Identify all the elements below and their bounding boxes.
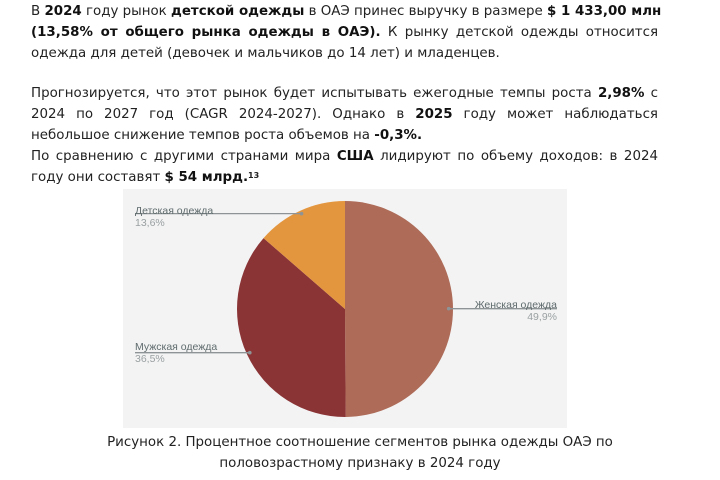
- text: году рынок: [81, 4, 172, 19]
- paragraph-line: По сравнению с другими странами мира США…: [31, 146, 658, 167]
- year-2025: 2025: [415, 107, 453, 122]
- growth-rate-value: 2,98%: [597, 86, 645, 101]
- label-name: Детская одежда: [135, 205, 214, 217]
- usa-revenue-value: $ 54 млрд.: [164, 170, 249, 185]
- text: По сравнению с другими странами мира: [31, 149, 337, 164]
- label-name: Мужская одежда: [135, 341, 218, 353]
- text: лидируют по объему доходов: в 2024: [373, 149, 659, 164]
- text: в ОАЭ принес выручку в размере: [304, 4, 547, 19]
- text: Прогнозируется, что этот рынок будет исп…: [31, 86, 598, 101]
- label-men: Мужская одежда 36,5%: [135, 341, 217, 365]
- pie-chart-svg: [135, 201, 557, 417]
- footnote-ref[interactable]: 13: [248, 171, 260, 180]
- leader-dot: [247, 350, 252, 355]
- paragraph-line: одежда для детей (девочек и мальчиков до…: [31, 46, 500, 61]
- decline-value: -0,3%.: [374, 128, 423, 143]
- leader-dot: [299, 211, 304, 216]
- paragraph-line: Прогнозируется, что этот рынок будет исп…: [31, 83, 658, 104]
- pie-slice-1: [237, 238, 346, 417]
- text: году они составят: [31, 170, 165, 185]
- label-value: 13,6%: [135, 217, 165, 229]
- year-2024: 2024: [44, 4, 82, 19]
- kids-clothing-term: детской одежды: [171, 4, 305, 19]
- leader-dot: [446, 306, 451, 311]
- label-value: 49,9%: [527, 311, 557, 323]
- text: В: [31, 4, 45, 19]
- text: небольшое снижение темпов роста объемов …: [31, 128, 375, 143]
- pie-slice-2: [263, 201, 345, 309]
- pie-chart: Детская одежда 13,6% Мужская одежда 36,5…: [123, 189, 567, 428]
- label-kids: Детская одежда 13,6%: [135, 205, 213, 229]
- caption-line: Рисунок 2. Процентное соотношение сегмен…: [107, 435, 613, 450]
- paragraph-line: 2024 по 2027 год (CAGR 2024-2027). Однак…: [31, 104, 658, 125]
- revenue-value: $ 1 433,00 млн: [546, 4, 662, 19]
- figure-caption: Рисунок 2. Процентное соотношение сегмен…: [40, 432, 680, 474]
- paragraph-line: (13,58% от общего рынка одежды в ОАЭ). К…: [31, 22, 658, 43]
- label-value: 36,5%: [135, 353, 165, 365]
- caption-line: половозрастному признаку в 2024 году: [219, 456, 501, 471]
- text: К рынку детской одежды относится: [380, 25, 658, 40]
- paragraph-forecast: Прогнозируется, что этот рынок будет исп…: [31, 83, 658, 146]
- market-share-value: (13,58% от общего рынка одежды в ОАЭ).: [31, 25, 381, 40]
- text: году может наблюдаться: [452, 107, 658, 122]
- paragraph-comparison: По сравнению с другими странами мира США…: [31, 146, 658, 188]
- usa-term: США: [336, 149, 374, 164]
- text: с: [644, 86, 658, 101]
- paragraph-line: году они составят $ 54 млрд.13: [31, 167, 658, 188]
- paragraph-line: небольшое снижение темпов роста объемов …: [31, 125, 658, 146]
- pie-slice-0: [345, 201, 453, 417]
- paragraph-line: В 2024 году рынок детской одежды в ОАЭ п…: [31, 1, 662, 22]
- label-name: Женская одежда: [474, 299, 557, 311]
- paragraph-market-revenue: В 2024 году рынок детской одежды в ОАЭ п…: [31, 1, 662, 64]
- text: 2024 по 2027 год (CAGR 2024-2027). Однак…: [31, 107, 416, 122]
- label-women: Женская одежда 49,9%: [463, 299, 557, 323]
